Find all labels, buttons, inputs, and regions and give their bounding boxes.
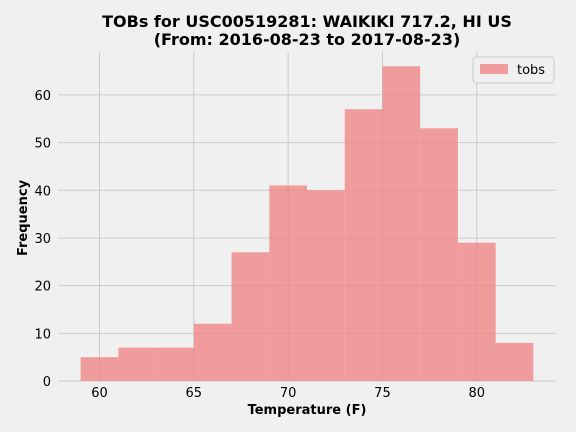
legend-swatch-tobs bbox=[480, 64, 508, 74]
histogram-bar bbox=[307, 190, 345, 381]
y-tick-label: 10 bbox=[34, 327, 51, 342]
histogram-bar bbox=[457, 242, 496, 381]
chart-title-line1: TOBs for USC00519281: WAIKIKI 717.2, HI … bbox=[102, 12, 512, 31]
histogram-bar bbox=[118, 347, 157, 381]
y-tick-label: 60 bbox=[34, 89, 51, 104]
chart-legend: tobs bbox=[472, 56, 555, 84]
x-tick-label: 60 bbox=[91, 386, 108, 401]
x-axis-label: Temperature (F) bbox=[248, 403, 367, 418]
y-axis-ticks: 0 10 20 30 40 50 60 bbox=[34, 89, 51, 390]
x-tick-label: 75 bbox=[374, 386, 391, 401]
histogram-bar bbox=[231, 252, 270, 381]
chart-title-line2: (From: 2016-08-23 to 2017-08-23) bbox=[154, 30, 461, 49]
y-axis-label: Frequency bbox=[16, 179, 31, 256]
histogram-bar bbox=[495, 342, 534, 381]
histogram-bars bbox=[80, 66, 534, 381]
legend-box bbox=[472, 56, 555, 84]
histogram-bar bbox=[344, 109, 383, 381]
x-axis-ticks: 60 65 70 75 80 bbox=[91, 386, 485, 401]
y-tick-label: 50 bbox=[34, 137, 51, 152]
y-tick-label: 30 bbox=[34, 232, 51, 247]
y-tick-label: 40 bbox=[34, 184, 51, 199]
histogram-bar bbox=[382, 66, 421, 381]
histogram-bar bbox=[80, 357, 119, 381]
x-tick-label: 70 bbox=[280, 386, 297, 401]
x-tick-label: 65 bbox=[186, 386, 203, 401]
histogram-bar bbox=[420, 128, 458, 381]
histogram-bar bbox=[156, 347, 194, 381]
y-tick-label: 0 bbox=[43, 375, 51, 390]
histogram-bar bbox=[269, 185, 307, 381]
y-tick-label: 20 bbox=[34, 280, 51, 295]
x-tick-label: 80 bbox=[468, 386, 485, 401]
legend-label-tobs: tobs bbox=[517, 63, 545, 78]
histogram-bar bbox=[193, 323, 232, 381]
